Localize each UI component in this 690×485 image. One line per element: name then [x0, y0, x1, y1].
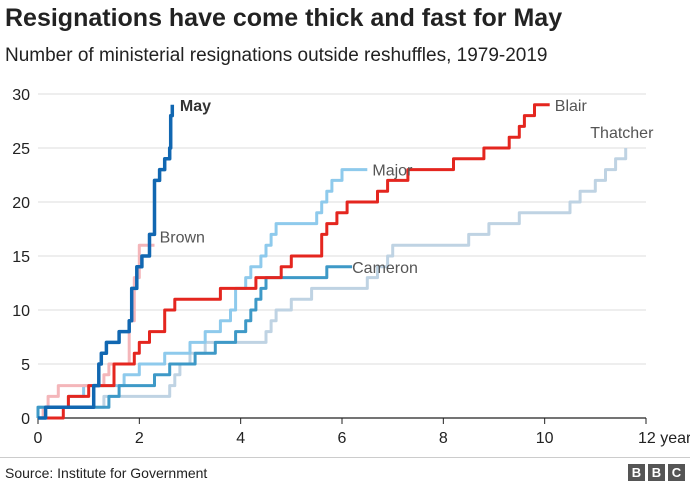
series-line-major	[36, 168, 368, 418]
x-tick-label: 10	[536, 430, 554, 447]
chart-subtitle: Number of ministerial resignations outsi…	[5, 45, 548, 66]
line-chart: 0 5 10 15 20 25 30 0 2 4 6 8 10 12 years May Brown Major…	[12, 87, 690, 447]
y-tick-label: 30	[12, 87, 30, 104]
series-line-cameron	[36, 265, 353, 418]
series-label-major: Major	[372, 163, 413, 180]
bbc-logo: B B C	[628, 464, 685, 481]
series-line-thatcher	[36, 148, 628, 418]
y-tick-label: 25	[12, 141, 30, 158]
series-label-blair: Blair	[555, 98, 588, 115]
x-tick-label: 0	[34, 430, 43, 447]
y-tick-label: 15	[12, 249, 30, 266]
y-tick-label: 20	[12, 195, 30, 212]
series-label-may: May	[180, 98, 211, 115]
bbc-logo-letter-1: B	[628, 464, 645, 481]
source-note: Source: Institute for Government	[5, 465, 208, 481]
x-tick-label: 2	[135, 430, 144, 447]
footer-divider	[0, 457, 690, 458]
bbc-logo-letter-3: C	[668, 464, 685, 481]
y-tick-label: 5	[21, 357, 30, 374]
y-tick-label: 10	[12, 303, 30, 320]
x-tick-label: 12 years	[638, 430, 690, 447]
chart-title: Resignations have come thick and fast fo…	[5, 4, 563, 32]
series-line-blair	[38, 103, 550, 420]
y-tick-label: 0	[21, 411, 30, 428]
x-tick-label: 6	[338, 430, 347, 447]
series-label-cameron: Cameron	[352, 260, 418, 277]
series-line-may	[38, 104, 175, 420]
series-label-thatcher: Thatcher	[590, 125, 654, 142]
bbc-logo-letter-2: B	[648, 464, 665, 481]
x-tick-label: 4	[236, 430, 245, 447]
x-tick-label: 8	[439, 430, 448, 447]
series-label-brown: Brown	[160, 230, 205, 247]
